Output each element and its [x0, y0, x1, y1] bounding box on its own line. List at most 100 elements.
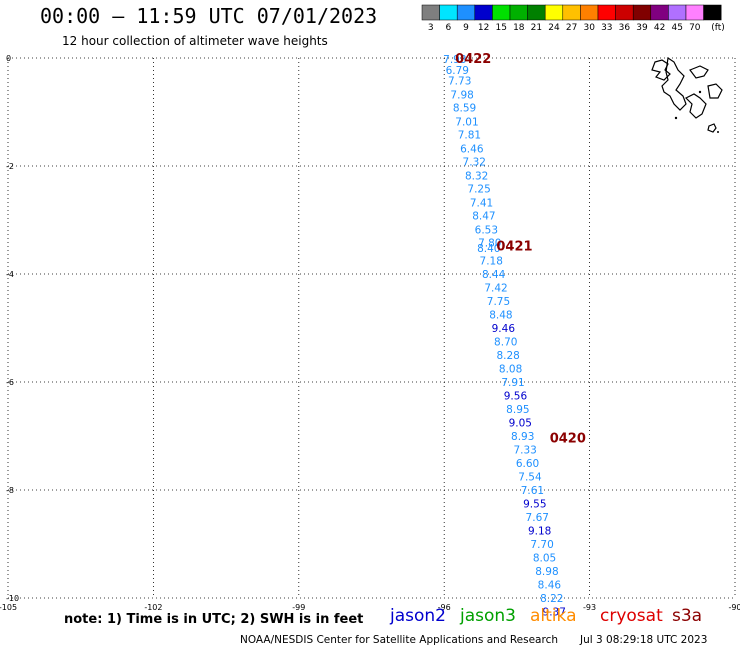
wave-height-label: 6.79: [446, 65, 469, 77]
time-annotation: 0421: [496, 239, 532, 254]
legend-swatch: [562, 4, 581, 21]
legend-swatch: [580, 4, 599, 21]
legend-swatch: [597, 4, 616, 21]
wave-height-label: 8.47: [472, 211, 495, 223]
legend-swatch: [544, 4, 564, 21]
legend-label: 6: [446, 23, 452, 33]
chart-title: 00:00 – 11:59 UTC 07/01/2023: [40, 4, 378, 28]
legend-label: 30: [583, 23, 595, 33]
y-tick-label: -6: [6, 378, 14, 387]
legend-swatch: [615, 4, 634, 21]
wave-height-label: 7.98: [450, 90, 473, 102]
wave-height-label: 7.54: [518, 472, 542, 484]
wave-height-label: 8.05: [533, 553, 556, 565]
wave-height-label: 7.70: [530, 539, 553, 551]
wave-height-label: 8.28: [496, 350, 519, 362]
color-legend: 3 6 9 12 15 18 21 24 27 30 33 36 39 42 45 70 (ft): [421, 4, 725, 33]
wave-height-label: 7.75: [487, 296, 510, 308]
legend-label: 21: [531, 23, 542, 33]
y-tick-label: -2: [6, 162, 14, 171]
wave-height-label: 8.40: [477, 243, 500, 255]
wave-height-label: 7.18: [480, 256, 503, 268]
wave-height-label: 9.05: [509, 418, 532, 430]
wave-height-label: 8.22: [540, 593, 563, 605]
legend-swatch: [509, 4, 528, 21]
legend-swatch: [492, 4, 511, 21]
wave-height-label: 8.70: [494, 337, 517, 349]
wave-height-label: 8.48: [489, 310, 512, 322]
wave-height-label: 7.80: [478, 238, 501, 250]
footer-timestamp: Jul 3 08:29:18 UTC 2023: [580, 634, 708, 646]
wave-height-label: 7.67: [526, 512, 549, 524]
legend-label: 3: [428, 23, 434, 33]
wave-height-label: 9.37: [543, 607, 566, 619]
time-annotations: 0422 0421 0420: [455, 52, 586, 447]
legend-swatch: [439, 4, 458, 21]
axis-ticks: -105 -102 -99 -96 -93 -90 0 -2 -4 -6 -8 -10: [0, 54, 740, 612]
wave-height-label: 7.32: [463, 157, 486, 169]
satellite-cryosat: cryosat: [600, 606, 663, 626]
legend-label: 70: [689, 23, 701, 33]
x-tick-label: -102: [144, 603, 162, 612]
time-annotation: 0420: [550, 432, 586, 447]
legend-unit: (ft): [711, 23, 725, 33]
wave-height-label: 7.41: [470, 198, 493, 210]
y-tick-label: -8: [6, 486, 14, 495]
legend-label: 42: [654, 23, 665, 33]
wave-height-label: 7.91: [501, 377, 524, 389]
wave-height-label: 8.93: [511, 431, 534, 443]
legend-swatch: [456, 4, 476, 21]
satellite-jason2: jason2: [390, 606, 446, 626]
legend-label: 33: [601, 23, 612, 33]
y-tick-label: 0: [6, 54, 11, 63]
chart-subtitle: 12 hour collection of altimeter wave hei…: [62, 34, 328, 48]
legend-label: 24: [548, 23, 560, 33]
x-tick-label: -96: [438, 603, 451, 612]
wave-height-label: 8.46: [538, 580, 562, 592]
legend-label: 36: [619, 23, 631, 33]
legend-label: 39: [636, 23, 648, 33]
wave-height-label: 7.42: [484, 283, 507, 295]
y-tick-label: -4: [6, 270, 14, 279]
x-tick-label: -93: [583, 603, 596, 612]
legend-label: 12: [478, 23, 489, 33]
wave-height-label: 9.46: [492, 323, 516, 335]
wave-height-label: 7.81: [458, 130, 481, 142]
y-tick-label: -10: [6, 594, 19, 603]
wave-height-label: 9.55: [523, 499, 546, 511]
x-tick-label: -105: [0, 603, 17, 612]
wave-height-label: 6.60: [516, 458, 539, 470]
wave-height-label: 8.44: [482, 269, 506, 281]
wave-height-label: 7.33: [513, 445, 536, 457]
satellite-altika: altika: [530, 606, 577, 626]
wave-height-label: 8.08: [499, 364, 522, 376]
wave-height-label: 7.61: [521, 485, 544, 497]
legend-swatch: [527, 4, 546, 21]
wave-height-label: 6.53: [475, 225, 498, 237]
wave-height-points: 7.936.797.73 7.988.59 7.017.81 6.467.32 8.32…: [443, 54, 566, 618]
grid-lines: [7, 57, 736, 599]
island-outline-icon: [651, 56, 723, 133]
legend-swatch: [474, 4, 493, 21]
legend-label: 18: [513, 23, 525, 33]
legend-swatch: [650, 4, 669, 21]
wave-height-label: 8.95: [506, 404, 529, 416]
time-annotation: 0422: [455, 52, 491, 67]
footer-credit: NOAA/NESDIS Center for Satellite Applica…: [240, 634, 558, 646]
satellite-jason3: jason3: [460, 606, 516, 626]
satellite-s3a: s3a: [672, 606, 703, 626]
wave-height-label: 7.73: [448, 76, 471, 88]
wave-height-label: 9.18: [528, 526, 551, 538]
legend-swatch: [703, 4, 722, 21]
x-tick-label: -99: [292, 603, 305, 612]
wave-height-label: 7.93: [443, 54, 466, 66]
legend-swatch: [632, 4, 652, 21]
x-tick-label: -90: [728, 603, 740, 612]
wave-height-label: 6.46: [460, 144, 484, 156]
legend-label: 27: [566, 23, 577, 33]
footer-note: note: 1) Time is in UTC; 2) SWH is in fe…: [64, 612, 364, 627]
wave-height-label: 8.59: [453, 103, 476, 115]
legend-swatch: [668, 4, 687, 21]
